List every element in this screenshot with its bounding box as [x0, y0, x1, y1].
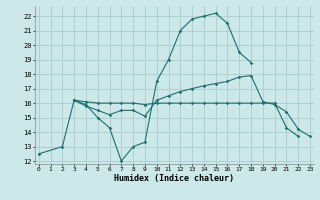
X-axis label: Humidex (Indice chaleur): Humidex (Indice chaleur) — [115, 174, 235, 183]
